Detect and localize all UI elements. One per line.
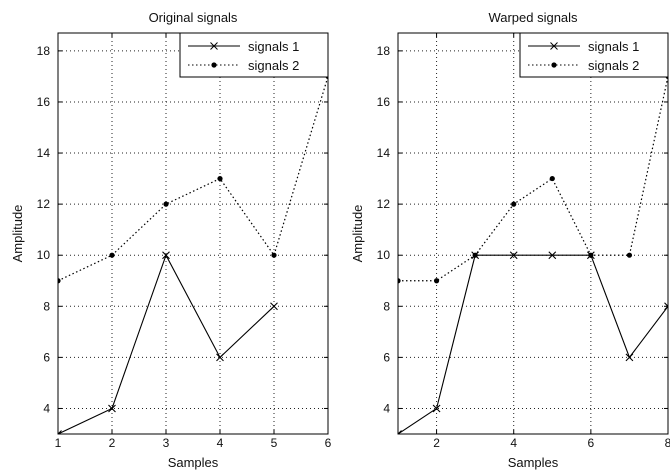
x-tick-label: 6 [325, 436, 332, 450]
marker-stroke [398, 430, 402, 434]
y-tick-label: 12 [377, 197, 391, 211]
legend-box [179, 32, 329, 78]
data-point-x-marker [625, 353, 634, 362]
marker-stroke [548, 251, 557, 260]
data-point-dot [549, 175, 555, 182]
data-point-x-marker [108, 404, 116, 413]
y-tick-label: 6 [383, 350, 390, 364]
y-tick-label: 18 [37, 44, 51, 58]
x-tick-label: 6 [588, 436, 595, 450]
data-point-dot [472, 252, 478, 258]
marker-stroke [162, 251, 170, 260]
data-point-x-marker [398, 430, 402, 434]
data-point-dot [58, 278, 61, 284]
series-line-2 [58, 76, 328, 282]
legend-box [519, 32, 669, 78]
y-axis-label: Amplitude [10, 205, 25, 263]
legend-dot-marker [551, 62, 557, 68]
y-tick-label: 4 [383, 401, 390, 415]
y-axis-label: Amplitude [350, 205, 365, 263]
axes-frame [57, 32, 329, 435]
data-point-dot [109, 252, 115, 258]
data-point-dot [626, 252, 633, 258]
data-point-dot [217, 175, 223, 182]
data-point-x-marker [216, 353, 224, 362]
marker-stroke [625, 353, 634, 362]
x-tick-label: 8 [665, 436, 670, 450]
chart-panel-2: 2 4 6 8 4 6 8 10 12 14 16 18 Warped signals Samples Am… [350, 10, 670, 470]
marker-stroke [509, 251, 518, 260]
data-point-dot [433, 278, 440, 284]
legend: signals 1 signals 2 [519, 32, 669, 78]
x-tick-label: 2 [433, 436, 440, 450]
x-tick-label: 1 [55, 436, 62, 450]
data-point-x-marker [270, 302, 278, 311]
chart-title: Original signals [149, 10, 238, 25]
x-axis-label: Samples [508, 455, 559, 470]
marker-stroke [270, 302, 278, 311]
y-tick-label: 8 [383, 299, 390, 313]
legend-x-marker [550, 42, 558, 50]
data-point-x-marker [58, 430, 62, 434]
data-point-dot [511, 201, 517, 207]
axes-frame [397, 32, 669, 435]
marker-stroke [108, 404, 116, 413]
y-tick-label: 16 [377, 95, 391, 109]
y-tick-label: 8 [43, 299, 50, 313]
series-line-2 [398, 76, 668, 282]
legend-label-2: signals 2 [248, 58, 299, 73]
data-point-x-marker [432, 404, 441, 413]
y-tick-label: 10 [37, 248, 51, 262]
marker-stroke [432, 404, 441, 413]
chart-title: Warped signals [488, 10, 578, 25]
y-tick-label: 4 [43, 401, 50, 415]
data-point-dot [588, 252, 594, 258]
y-tick-label: 18 [377, 44, 391, 58]
plot-area [398, 73, 668, 434]
series-line-1 [398, 254, 668, 434]
legend-label-1: signals 1 [588, 39, 639, 54]
marker-stroke [664, 302, 668, 308]
y-tick-label: 10 [377, 248, 391, 262]
y-tick-label: 12 [37, 197, 51, 211]
y-tick-label: 14 [37, 146, 51, 160]
x-tick-label: 4 [510, 436, 517, 450]
legend-dot-marker [211, 62, 217, 68]
data-point-dot [271, 252, 277, 258]
marker-stroke [216, 353, 224, 362]
data-point-dot [398, 278, 401, 284]
data-point-x-marker [664, 302, 668, 311]
series-line-1 [58, 253, 275, 434]
x-tick-label: 3 [163, 436, 170, 450]
legend-label-1: signals 1 [248, 39, 299, 54]
y-tick-label: 16 [37, 95, 51, 109]
y-tick-label: 14 [377, 146, 391, 160]
x-tick-label: 4 [217, 436, 224, 450]
y-tick-label: 6 [43, 350, 50, 364]
x-tick-label: 2 [109, 436, 116, 450]
data-point-x-marker [162, 251, 170, 260]
x-tick-label: 5 [271, 436, 278, 450]
marker-stroke [58, 430, 62, 434]
plot-area [58, 73, 328, 434]
data-point-x-marker [548, 251, 557, 260]
data-point-x-marker [509, 251, 518, 260]
legend-label-2: signals 2 [588, 58, 639, 73]
x-axis-label: Samples [168, 455, 219, 470]
legend: signals 1 signals 2 [179, 32, 329, 78]
data-point-dot [163, 201, 169, 207]
legend-x-marker [210, 42, 218, 50]
marker-stroke [664, 305, 668, 311]
